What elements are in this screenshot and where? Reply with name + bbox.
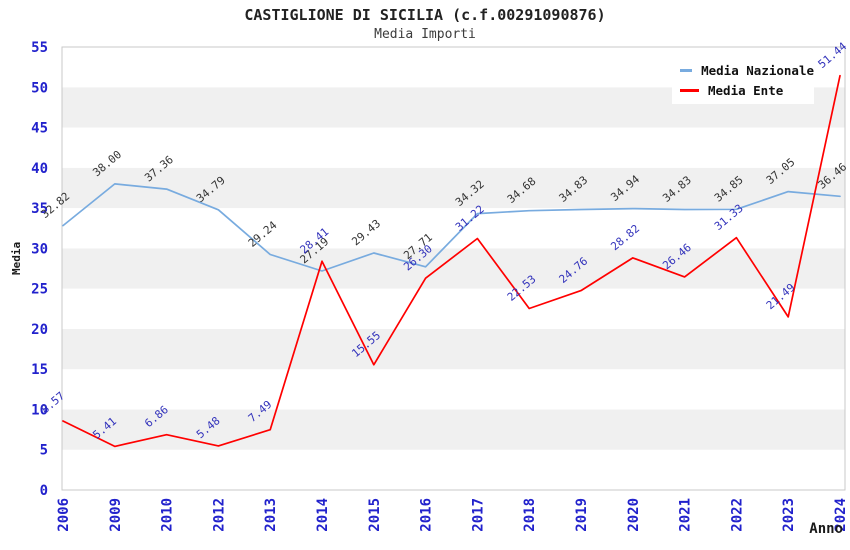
legend-label-nazionale: Media Nazionale [701,63,814,78]
x-tick-label: 2018 [522,498,538,532]
horizontal-band [62,449,845,490]
y-tick-label: 50 [31,80,48,96]
legend-item-media-ente: Media Ente [672,83,814,98]
y-tick-label: 15 [31,362,48,378]
x-tick-label: 2020 [626,498,642,532]
x-tick-label: 2014 [315,498,331,532]
y-tick-label: 55 [31,40,48,56]
y-tick-label: 40 [31,161,48,177]
chart-subtitle: Media Importi [374,27,476,42]
legend-swatch-nazionale-icon [680,69,693,72]
legend-label-ente: Media Ente [708,83,784,98]
plot-border [61,46,846,491]
x-tick-label: 2015 [367,498,383,532]
x-tick-label: 2023 [781,498,797,532]
horizontal-band [62,127,845,168]
y-tick-label: 25 [31,282,48,298]
x-tick-label: 2019 [574,498,590,532]
chart-title: CASTIGLIONE DI SICILIA (c.f.00291090876) [244,6,606,24]
horizontal-band [62,409,845,450]
x-axis-title: Anno [809,521,843,537]
x-tick-label: 2012 [211,498,227,532]
horizontal-band [62,167,845,209]
x-tick-label: 2021 [678,498,694,532]
y-tick-label: 45 [31,121,48,137]
x-tick-label: 2009 [108,498,124,532]
y-tick-label: 20 [31,322,48,338]
horizontal-band [62,208,845,249]
x-tick-label: 2022 [729,498,745,532]
y-tick-label: 0 [40,483,48,499]
series-line-media-nazionale [62,183,841,272]
y-tick-label: 35 [31,201,48,217]
x-tick-label: 2010 [160,498,176,532]
x-tick-label: 2006 [56,498,72,532]
y-tick-label: 10 [31,402,48,418]
x-tick-label: 2024 [833,498,849,532]
horizontal-band [62,328,845,370]
series-line-media-ente [62,74,841,448]
legend: Media Nazionale Media Ente [672,57,814,104]
legend-item-media-nazionale: Media Nazionale [672,63,814,78]
y-tick-label: 5 [40,443,48,459]
legend-swatch-ente-icon [680,89,699,92]
horizontal-band [62,369,845,410]
horizontal-band [62,288,845,329]
y-axis-title: Media [10,242,23,275]
y-tick-label: 30 [31,241,48,257]
x-tick-label: 2013 [263,498,279,532]
x-tick-label: 2016 [419,498,435,532]
horizontal-band [62,248,845,289]
x-tick-label: 2017 [470,498,486,532]
